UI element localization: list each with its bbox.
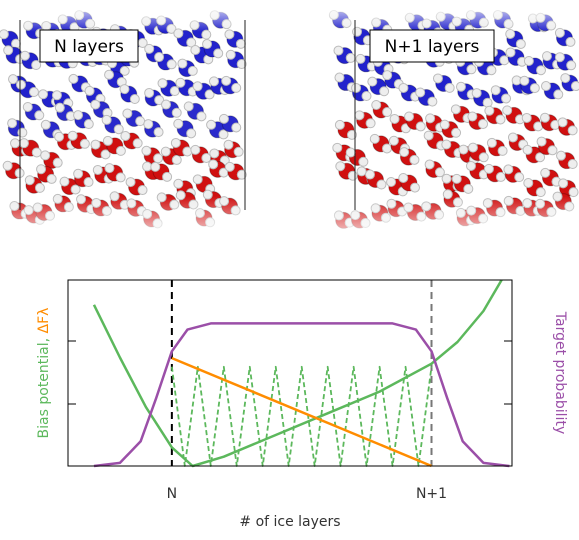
plot: N N+1 <box>94 280 509 502</box>
x-axis-label: # of ice layers <box>239 514 340 530</box>
series-line <box>172 358 432 466</box>
axes-frame <box>68 280 512 466</box>
figure: N layers N+1 layers N N+1 # of ice layers… <box>0 0 579 536</box>
y-axis-label: Bias potential, ΔFλ <box>36 308 52 439</box>
y2-axis-label: Target probability <box>552 311 568 434</box>
page: N layers N+1 layers N N+1 # of ice layers… <box>0 0 579 540</box>
panel-label: N layers <box>54 37 124 57</box>
x-tick-label: N <box>167 486 177 502</box>
y-axis-label-text: Bias potential, <box>36 338 52 439</box>
y-axis-label-symbol: ΔFλ <box>36 308 52 334</box>
series-line <box>94 280 502 466</box>
x-tick-label: N+1 <box>416 486 447 502</box>
series-line <box>94 323 509 466</box>
panel-label: N+1 layers <box>385 37 480 57</box>
